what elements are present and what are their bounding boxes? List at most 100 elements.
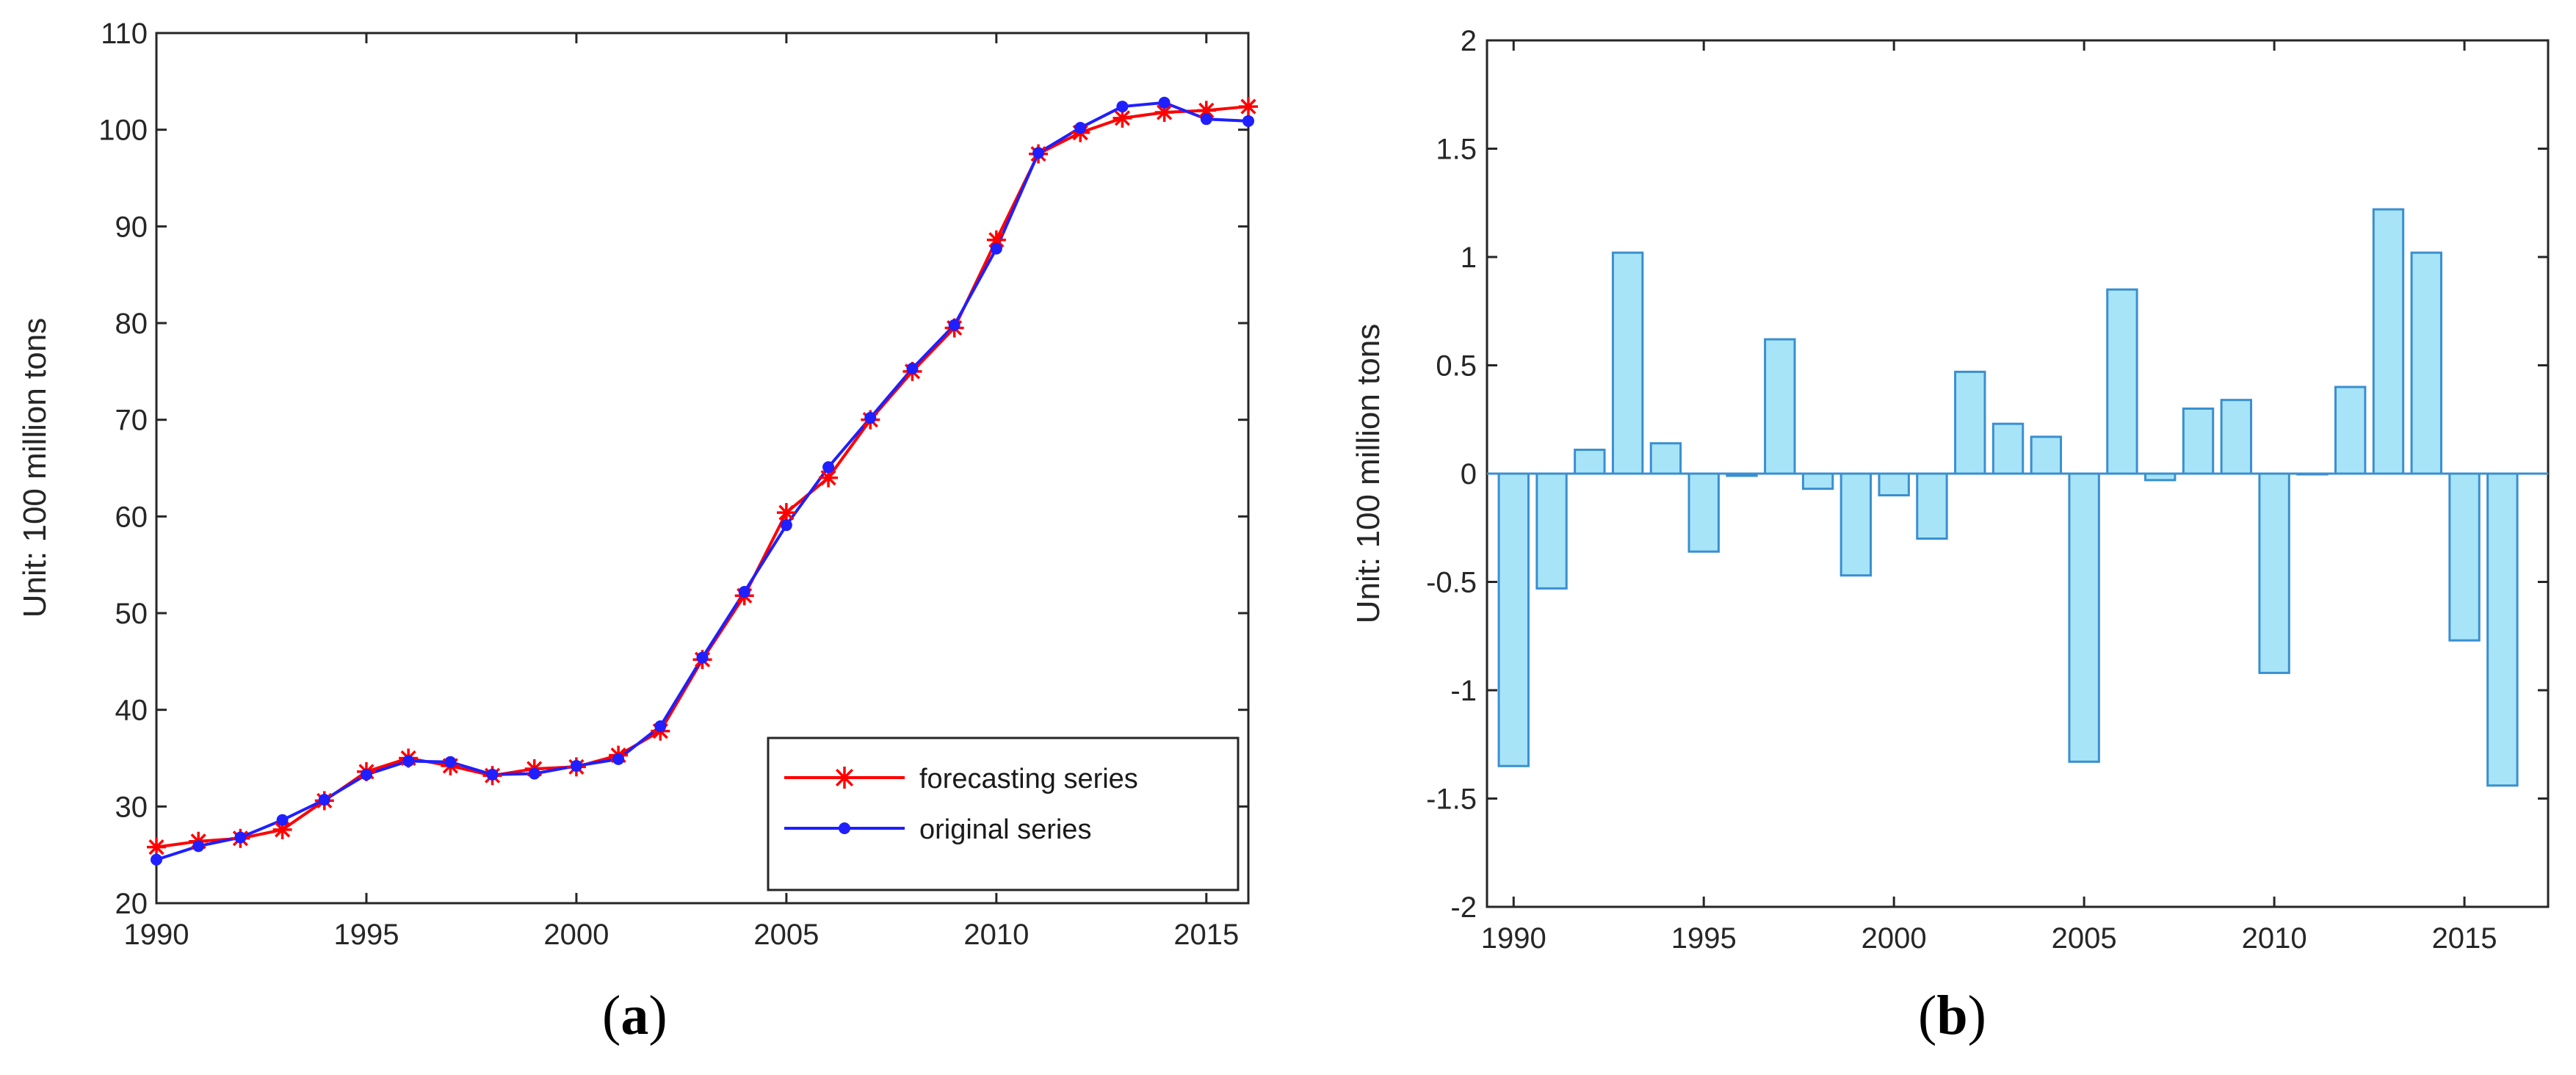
original-point <box>906 362 919 374</box>
x-tick-label: 2015 <box>1173 919 1239 951</box>
forecasting-point <box>776 503 796 523</box>
x-tick-label: 1990 <box>1481 922 1546 955</box>
panel-a-caption-letter: a <box>621 985 649 1046</box>
bar <box>2068 472 2100 763</box>
original-point <box>234 831 247 844</box>
x-tick-label: 2000 <box>1862 922 1927 955</box>
x-tick-label: 1995 <box>1671 922 1737 955</box>
x-tick-label: 2000 <box>543 919 609 951</box>
bar <box>2258 472 2290 674</box>
panel-a-y-ticks: 20 30 40 50 60 70 80 90 100 110 <box>98 18 1248 920</box>
bar <box>2448 472 2481 642</box>
x-tick-label: 1995 <box>333 919 399 951</box>
panel-b-x-ticks: 1990 1995 2000 2005 2010 2015 <box>1481 40 2497 955</box>
original-point <box>612 753 625 765</box>
y-tick-label: 100 <box>98 115 148 147</box>
bar <box>1535 472 1568 590</box>
original-point <box>1032 147 1045 159</box>
original-point <box>570 760 582 772</box>
y-tick-label: 90 <box>115 211 148 243</box>
y-tick-label: -1 <box>1450 675 1477 707</box>
legend-forecast-label: forecasting series <box>919 764 1138 795</box>
bar <box>1611 251 1644 475</box>
bar <box>1687 472 1720 553</box>
bar <box>1497 472 1530 767</box>
original-point <box>402 755 415 767</box>
bar <box>1764 338 1796 475</box>
panel-a-y-axis-label: Unit: 100 million tons <box>17 318 53 618</box>
original-point <box>1158 96 1171 109</box>
bar <box>1954 370 1986 475</box>
x-tick-label: 2015 <box>2432 922 2497 955</box>
bar <box>2410 251 2442 475</box>
bar <box>2182 408 2215 475</box>
panel-b-bars <box>1497 208 2519 787</box>
y-tick-label: 1.5 <box>1436 134 1477 166</box>
bar <box>1991 422 2025 475</box>
panel-b-caption-letter: b <box>1936 985 1968 1046</box>
original-point <box>276 814 289 826</box>
panel-a-series <box>147 96 1258 866</box>
forecasting-point <box>272 819 292 839</box>
y-tick-label: 50 <box>115 598 148 630</box>
original-point <box>192 840 205 853</box>
y-tick-label: 70 <box>115 405 148 437</box>
y-tick-label: 2 <box>1461 25 1477 57</box>
y-tick-label: 80 <box>115 308 148 340</box>
y-tick-label: -1.5 <box>1426 783 1477 816</box>
bar <box>2030 435 2063 475</box>
y-tick-label: 0 <box>1461 458 1477 491</box>
original-point <box>318 794 330 806</box>
original-point <box>1242 115 1254 127</box>
x-tick-label: 1990 <box>124 919 189 951</box>
original-point <box>948 319 960 331</box>
original-point <box>696 651 709 664</box>
x-tick-label: 2010 <box>963 919 1029 951</box>
x-tick-label: 2005 <box>2052 922 2117 955</box>
bar <box>2106 288 2138 475</box>
legend-forecast-marker <box>833 767 855 789</box>
forecasting-point <box>1239 97 1258 117</box>
bar <box>1574 449 1606 475</box>
original-point <box>360 768 372 781</box>
panel-a-caption: (a) <box>602 985 667 1046</box>
original-point <box>528 767 540 780</box>
bar <box>2372 208 2405 475</box>
panel-a-x-ticks: 1990 1995 2000 2005 2010 2015 <box>124 33 1239 951</box>
y-tick-label: 60 <box>115 501 148 533</box>
x-tick-label: 2005 <box>753 919 819 951</box>
x-tick-label: 2010 <box>2242 922 2307 955</box>
forecasting-point <box>147 837 166 857</box>
legend-original-marker <box>839 822 850 834</box>
panel-b-y-ticks: -2 -1.5 -1 -0.5 0 0.5 1 1.5 2 <box>1426 25 2548 924</box>
original-point <box>444 756 457 768</box>
bar <box>2220 399 2253 475</box>
original-point <box>654 720 667 733</box>
original-point <box>1074 122 1087 134</box>
y-tick-label: 1 <box>1461 242 1477 274</box>
panel-b-bar-chart: -2 -1.5 -1 -0.5 0 0.5 1 1.5 2 1990 1995 2000 2005 20… <box>1350 25 2550 955</box>
bar <box>1916 472 1948 540</box>
original-point <box>822 461 835 474</box>
y-tick-label: 0.5 <box>1436 350 1477 383</box>
y-tick-label: 30 <box>115 791 148 823</box>
original-point <box>738 586 750 598</box>
bar <box>1839 472 1873 577</box>
original-point <box>990 242 1002 255</box>
y-tick-label: -2 <box>1450 891 1477 924</box>
bar <box>2334 386 2367 475</box>
legend-box <box>767 736 1240 891</box>
bar <box>1878 472 1910 496</box>
original-point <box>1116 101 1129 113</box>
original-point <box>1200 113 1212 126</box>
y-tick-label: -0.5 <box>1426 567 1477 599</box>
y-tick-label: 110 <box>101 18 148 50</box>
bar <box>2486 472 2519 787</box>
bar <box>1801 472 1834 491</box>
bar <box>1649 442 1682 475</box>
panel-b-y-axis-label: Unit: 100 million tons <box>1350 324 1386 623</box>
panel-b-caption: (b) <box>1918 985 1986 1046</box>
y-tick-label: 40 <box>115 695 148 727</box>
